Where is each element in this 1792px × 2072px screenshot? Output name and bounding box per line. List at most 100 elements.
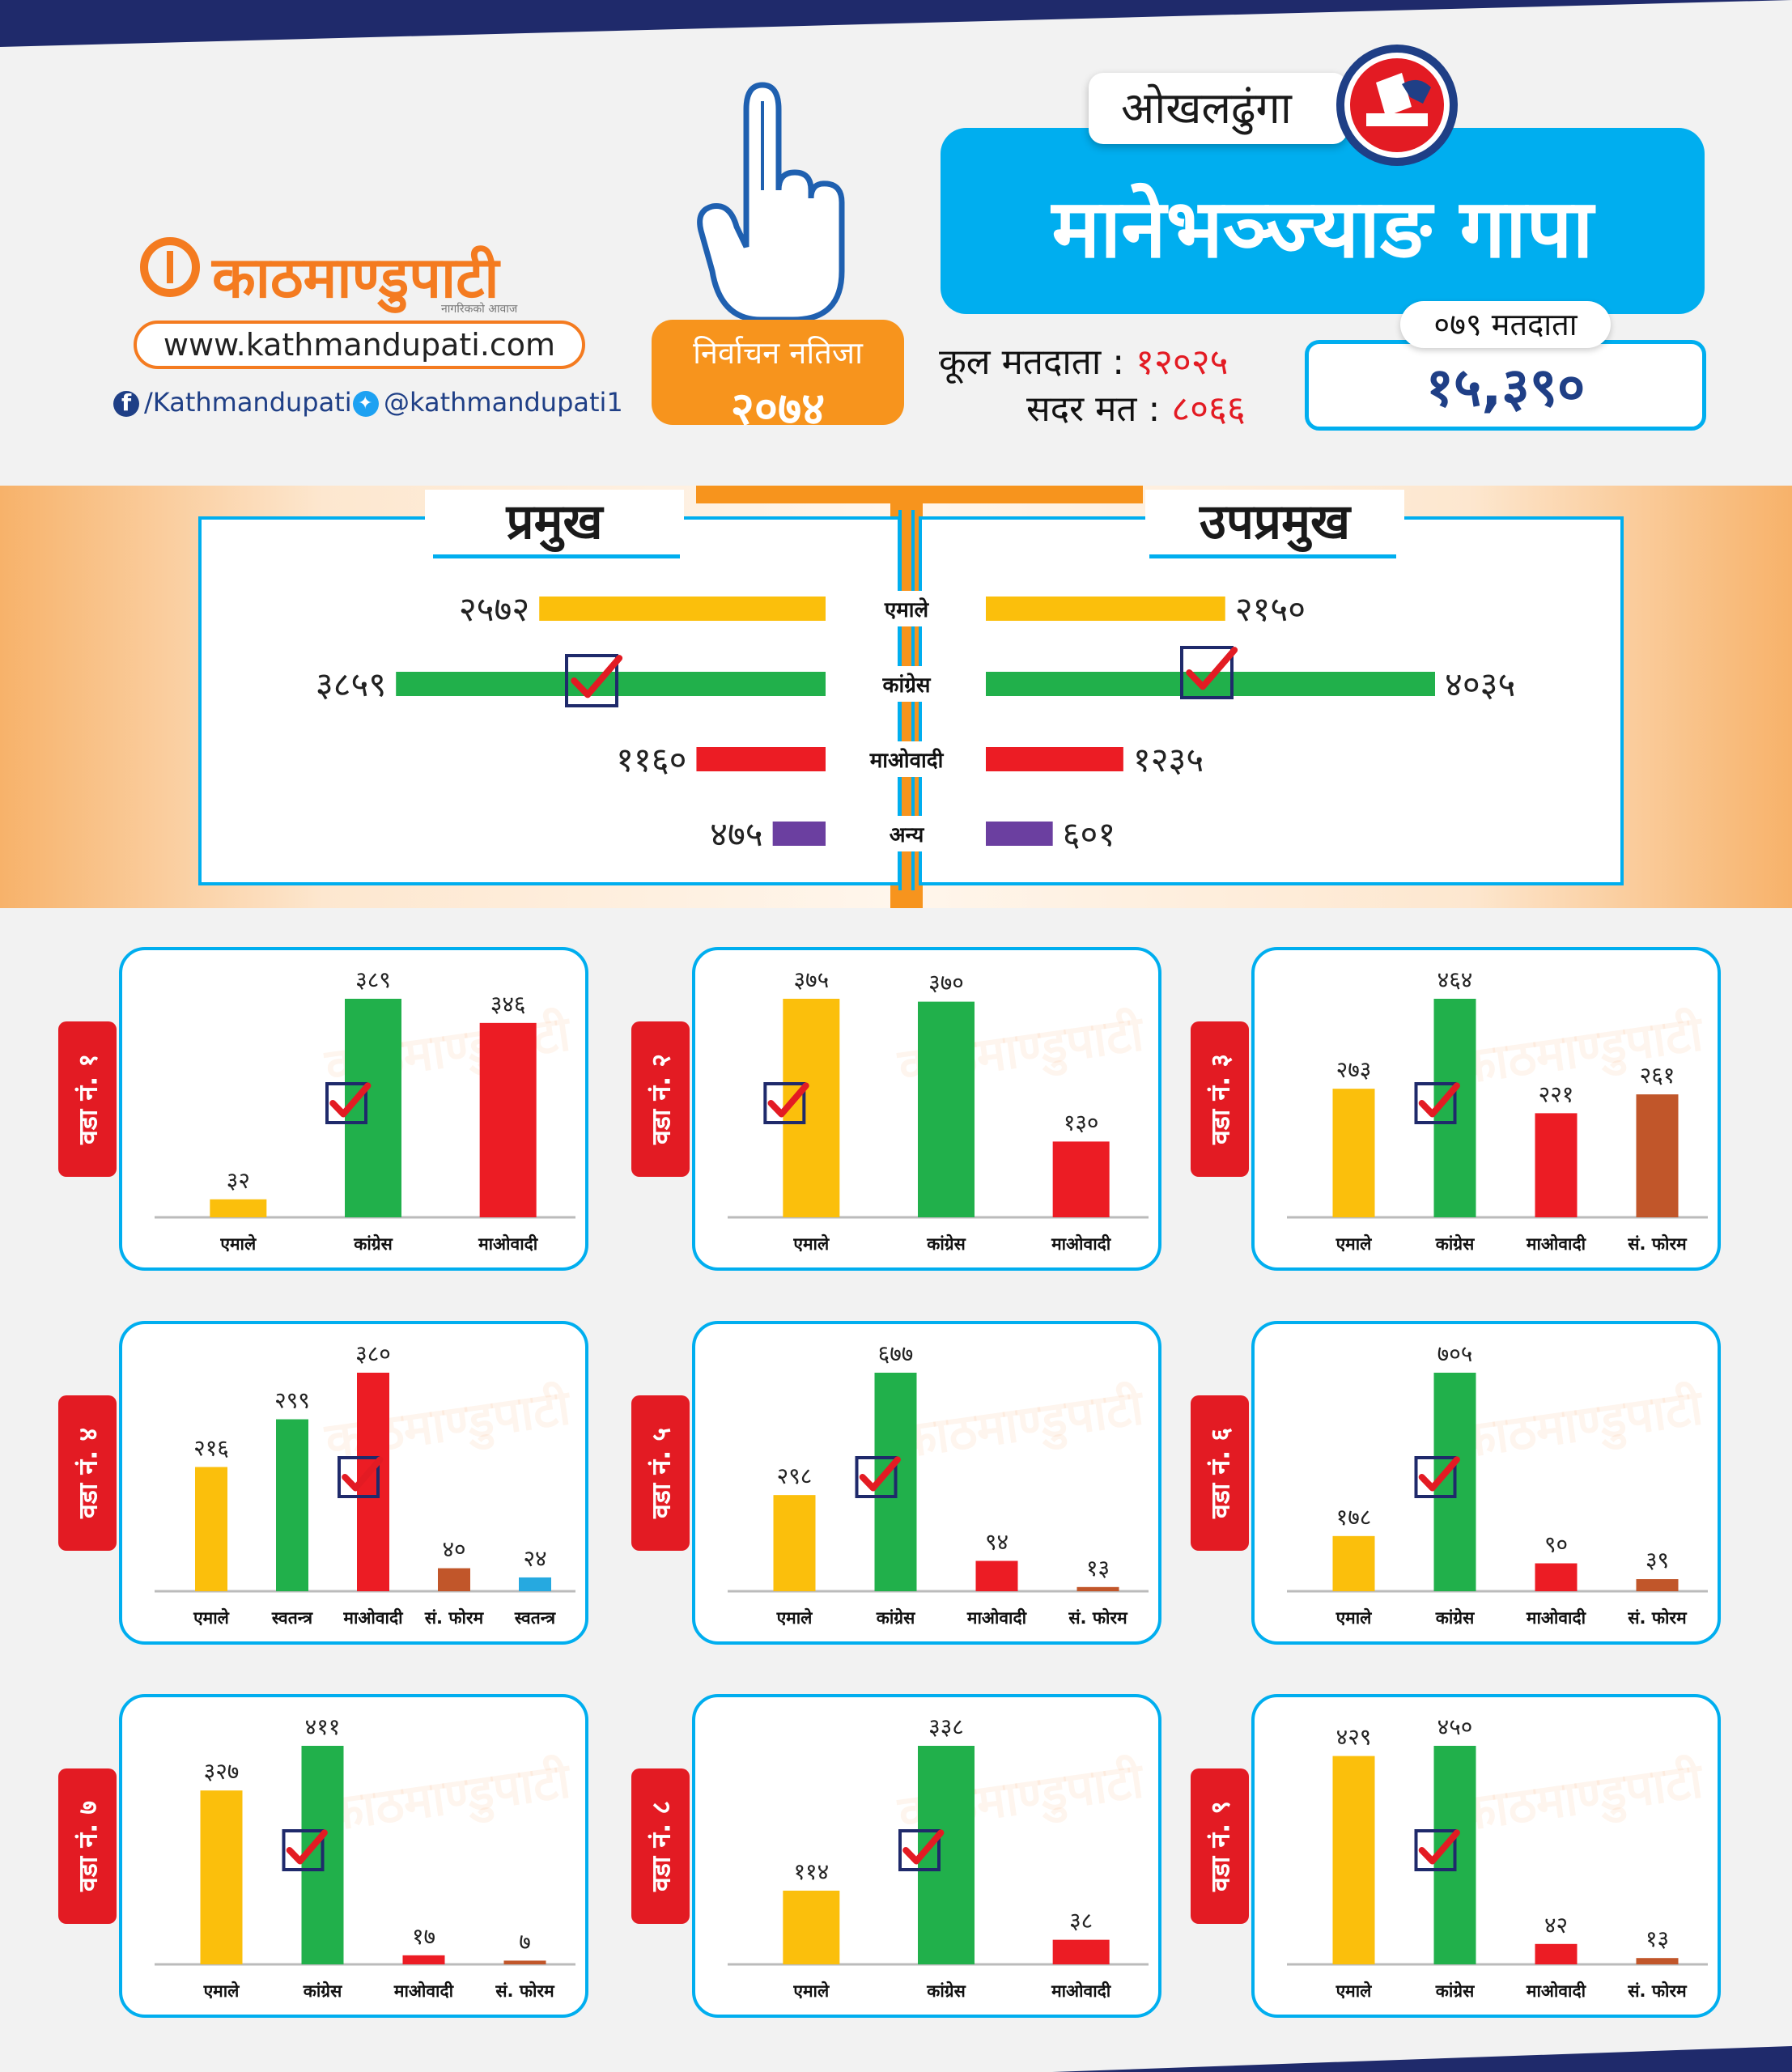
ward-chart-9: ४२९ एमाले ४५० कांग्रेस ४२ माओवादी १३ सं. फोरम <box>1287 1713 1708 2001</box>
center-divider <box>898 510 915 890</box>
ward-title: वडा नं. ८ <box>645 1800 677 1892</box>
ward-3-category-1: कांग्रेस <box>1435 1233 1475 1254</box>
ward-4-value-4: २४ <box>523 1545 546 1572</box>
ward-9-category-2: माओवादी <box>1526 1981 1587 2001</box>
ward-8-bar-1 <box>918 1746 975 1964</box>
ballot-box-icon <box>1336 45 1458 166</box>
ward-9-value-0: ४२९ <box>1336 1724 1372 1751</box>
ward-3-category-0: एमाले <box>1336 1233 1373 1254</box>
ward-4-bar-1 <box>276 1419 308 1591</box>
ward-2-value-1: ३७० <box>928 970 964 996</box>
ward-3-bar-2 <box>1535 1113 1578 1217</box>
ward-7-category-1: कांग्रेस <box>303 1981 342 2001</box>
mayor-title-underline <box>433 554 680 558</box>
ward-4-category-3: सं. फोरम <box>424 1607 485 1628</box>
ward-3-value-1: ४६४ <box>1437 966 1473 993</box>
twitter-link[interactable]: ✦ @kathmandupati1 <box>353 387 623 418</box>
ward-4-category-2: माओवादी <box>342 1607 404 1628</box>
ward-2-category-1: कांग्रेस <box>926 1233 966 1254</box>
winner-check-icon <box>1414 1829 1460 1871</box>
ward-tab-5: वडा नं. ५ <box>631 1395 690 1551</box>
ward-5-value-3: १३ <box>1086 1555 1110 1582</box>
ward-8-category-0: एमाले <box>792 1981 830 2001</box>
ward-2-bar-1 <box>918 1001 975 1217</box>
ward-5-value-1: ६७७ <box>878 1340 914 1367</box>
ward-6-bar-0 <box>1332 1535 1375 1591</box>
ward-3-value-3: २६१ <box>1640 1062 1675 1089</box>
ward-1-value-2: ३४६ <box>490 991 526 1017</box>
ward-8-value-0: ११४ <box>793 1858 829 1885</box>
ward-1-value-0: ३२ <box>227 1167 250 1194</box>
ward-1-value-1: ३८९ <box>355 966 391 993</box>
ward-7-value-1: ४११ <box>305 1713 341 1740</box>
ward-tab-3: वडा नं. ३ <box>1191 1021 1249 1177</box>
ward-4-bar-4 <box>519 1577 551 1591</box>
total-voters-row: कूल मतदाता : १२०२५ <box>939 336 1228 384</box>
website-link[interactable]: www.kathmandupati.com <box>134 321 585 369</box>
ward-panel-5: काठमाण्डुपाटी २९८ एमाले ६७७ कांग्रेस ९४ माओवाद… <box>692 1321 1161 1645</box>
valid-votes-value: ८०६६ <box>1171 388 1246 430</box>
ward-7-bar-2 <box>402 1955 445 1964</box>
ward-chart-7: ३२७ एमाले ४११ कांग्रेस १७ माओवादी ७ सं. फोरम <box>155 1713 575 2001</box>
winner-check-icon <box>338 1456 384 1498</box>
deputy-title-underline <box>1149 554 1396 558</box>
ward-6-bar-3 <box>1636 1579 1679 1591</box>
ward-1-category-1: कांग्रेस <box>353 1233 393 1254</box>
ward-6-value-0: १७८ <box>1336 1504 1372 1531</box>
ward-tab-1: वडा नं. १ <box>58 1021 117 1177</box>
ward-8-category-1: कांग्रेस <box>926 1981 966 2001</box>
ward-7-value-0: ३२७ <box>204 1758 240 1785</box>
ward-chart-3: २७३ एमाले ४६४ कांग्रेस २२१ माओवादी २६१ सं. फोरम <box>1287 966 1708 1254</box>
ward-title: वडा नं. २ <box>645 1053 677 1145</box>
ward-9-bar-3 <box>1636 1958 1679 1964</box>
ward-1-category-0: एमाले <box>219 1233 257 1254</box>
ward-4-value-2: ३८० <box>355 1340 391 1367</box>
ward-5-category-3: सं. फोरम <box>1068 1607 1128 1628</box>
ward-2-value-0: ३७५ <box>793 966 829 993</box>
ward-8-value-1: ३३८ <box>928 1713 964 1740</box>
ward-4-bar-3 <box>438 1568 470 1591</box>
election-result-badge: निर्वाचन नतिजा २०७४ <box>652 320 904 435</box>
brand-tagline: नागरिकको आवाज <box>441 303 518 316</box>
ward-7-value-2: १७ <box>412 1923 435 1950</box>
ward-6-category-0: एमाले <box>1336 1607 1373 1628</box>
voters-2079-value: १५,३९० <box>1305 340 1706 431</box>
ward-7-bar-3 <box>503 1960 546 1964</box>
ward-5-category-1: कांग्रेस <box>876 1607 915 1628</box>
facebook-link[interactable]: f/Kathmandupati <box>113 387 352 418</box>
ward-3-category-3: सं. फोरम <box>1627 1233 1688 1254</box>
voters-2079-label: ०७९ मतदाता <box>1400 301 1611 348</box>
municipality-title: मानेभञ्ज्याङ गापा <box>941 128 1705 314</box>
ward-3-category-2: माओवादी <box>1526 1233 1587 1254</box>
ward-4-category-1: स्वतन्त्र <box>271 1608 314 1628</box>
winner-check-icon <box>763 1082 809 1124</box>
ward-1-bar-0 <box>210 1199 267 1217</box>
ward-5-category-2: माओवादी <box>966 1607 1028 1628</box>
ward-tab-9: वडा नं. ९ <box>1191 1768 1249 1924</box>
ward-panel-8: काठमाण्डुपाटी ११४ एमाले ३३८ कांग्रेस ३८ माओवाद… <box>692 1694 1161 2018</box>
valid-votes-label: सदर मत : <box>1026 388 1161 430</box>
ward-panel-7: काठमाण्डुपाटी ३२७ एमाले ४११ कांग्रेस १७ माओवाद… <box>119 1694 588 2018</box>
ward-2-bar-2 <box>1052 1141 1110 1217</box>
ward-chart-1: ३२ एमाले ३८९ कांग्रेस ३४६ माओवादी <box>155 966 575 1254</box>
ward-panel-4: काठमाण्डुपाटी २१६ एमाले २९९ स्वतन्त्र ३८० माओव… <box>119 1321 588 1645</box>
winner-check-icon <box>1414 1082 1460 1124</box>
ward-5-value-0: २९८ <box>777 1463 813 1489</box>
ward-panel-6: काठमाण्डुपाटी १७८ एमाले ७०५ कांग्रेस ९० माओवाद… <box>1251 1321 1721 1645</box>
ward-title: वडा नं. ४ <box>72 1427 104 1519</box>
ward-panel-2: काठमाण्डुपाटी ३७५ एमाले ३७० कांग्रेस १३० माओवा… <box>692 947 1161 1271</box>
ward-7-category-2: माओवादी <box>393 1981 455 2001</box>
badge-title: निर्वाचन नतिजा <box>693 335 863 371</box>
winner-check-icon <box>855 1456 901 1498</box>
ward-panel-9: काठमाण्डुपाटी ४२९ एमाले ४५० कांग्रेस ४२ माओवाद… <box>1251 1694 1721 2018</box>
deputy-title: उपप्रमुख <box>1145 490 1404 554</box>
ward-4-value-1: २९९ <box>274 1387 310 1414</box>
ward-6-category-1: कांग्रेस <box>1435 1607 1475 1628</box>
ward-5-category-0: एमाले <box>776 1607 813 1628</box>
ward-4-category-0: एमाले <box>193 1607 230 1628</box>
ward-8-value-2: ३८ <box>1069 1908 1093 1934</box>
ward-1-category-2: माओवादी <box>478 1233 539 1254</box>
ward-panel-1: काठमाण्डुपाटी ३२ एमाले ३८९ कांग्रेस ३४६ माओवाद… <box>119 947 588 1271</box>
ward-chart-6: १७८ एमाले ७०५ कांग्रेस ९० माओवादी ३९ सं. फोरम <box>1287 1340 1708 1628</box>
twitter-handle: @kathmandupati1 <box>384 387 623 418</box>
